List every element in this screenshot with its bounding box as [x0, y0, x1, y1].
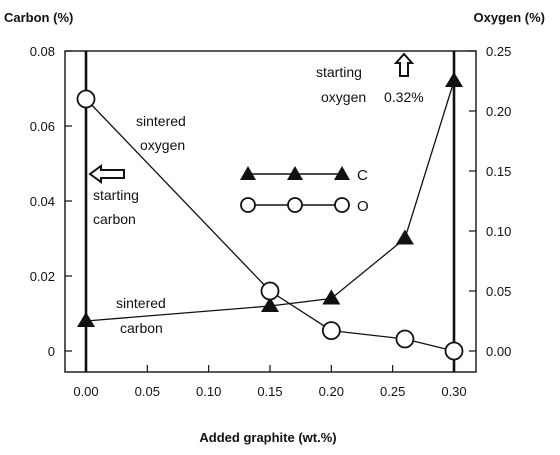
- ticks: 0.00 0.05 0.10 0.15 0.20 0.25 0.30 0 0.02 0.04 0.0…: [30, 44, 512, 399]
- data-point-o: [76, 89, 96, 109]
- annotation-sintered-carbon: sintered carbon: [116, 295, 166, 336]
- data-point-o: [444, 341, 464, 361]
- legend-triangle-marker: [334, 166, 350, 180]
- legend-circle-marker: [240, 197, 256, 213]
- y-right-tick-label: 0.20: [486, 104, 511, 119]
- x-tick-label: 0.20: [319, 384, 344, 399]
- legend-label-o: O: [357, 198, 369, 215]
- y-right-tick-label: 0.25: [486, 44, 511, 59]
- data-point-o: [395, 329, 415, 349]
- x-tick-label: 0.15: [257, 384, 282, 399]
- y-right-tick-label: 0.15: [486, 164, 511, 179]
- y-right-tick-label: 0.10: [486, 224, 511, 239]
- legend: C O: [240, 166, 369, 215]
- y-left-tick-label: 0.04: [30, 194, 55, 209]
- x-tick-label: 0.05: [135, 384, 160, 399]
- data-point-c: [322, 289, 341, 305]
- y-left-tick-label: 0.02: [30, 269, 55, 284]
- data-point-c: [261, 297, 279, 312]
- annotation-starting-carbon: starting carbon: [88, 164, 139, 227]
- series: [76, 72, 464, 361]
- x-tick-label: 0.10: [196, 384, 221, 399]
- annotation-starting-carbon-line2: carbon: [93, 211, 136, 227]
- x-tick-label: 0.00: [73, 384, 98, 399]
- legend-triangle-marker: [287, 166, 303, 180]
- x-tick-label: 0.30: [441, 384, 466, 399]
- up-arrow-icon: [393, 52, 415, 77]
- annotation-sintered-oxygen-line2: oxygen: [140, 137, 185, 153]
- data-point-c: [445, 72, 463, 87]
- annotation-starting-oxygen-value: 0.32%: [384, 89, 424, 105]
- data-point-o: [321, 321, 341, 341]
- annotation-starting-oxygen-line2: oxygen: [321, 89, 366, 105]
- right-axis-title: Oxygen (%): [473, 10, 545, 25]
- data-point-c: [77, 312, 95, 327]
- legend-entry-o: O: [240, 197, 369, 215]
- annotation-sintered-carbon-line1: sintered: [116, 295, 166, 311]
- y-right-tick-label: 0.00: [486, 344, 511, 359]
- legend-label-c: C: [357, 167, 368, 184]
- y-right-tick-label: 0.05: [486, 284, 511, 299]
- annotation-sintered-oxygen-line1: sintered: [136, 113, 186, 129]
- annotation-starting-oxygen-line1: starting: [316, 64, 362, 80]
- y-left-tick-label: 0.06: [30, 119, 55, 134]
- y-left-tick-label: 0.08: [30, 44, 55, 59]
- x-tick-label: 0.25: [380, 384, 405, 399]
- annotation-sintered-carbon-line2: carbon: [120, 320, 163, 336]
- legend-entry-c: C: [240, 166, 368, 184]
- legend-circle-marker: [287, 197, 303, 213]
- left-arrow-icon: [88, 164, 125, 184]
- annotation-starting-carbon-line1: starting: [93, 187, 139, 203]
- x-axis-title: Added graphite (wt.%): [199, 430, 336, 445]
- data-point-c: [395, 229, 414, 245]
- annotation-sintered-oxygen: sintered oxygen: [136, 113, 186, 153]
- legend-triangle-marker: [240, 166, 256, 180]
- y-left-tick-label: 0: [48, 344, 55, 359]
- legend-circle-marker: [334, 197, 350, 213]
- left-axis-title: Carbon (%): [4, 10, 73, 25]
- data-point-o: [260, 281, 280, 301]
- annotation-starting-oxygen: starting oxygen 0.32%: [316, 52, 424, 105]
